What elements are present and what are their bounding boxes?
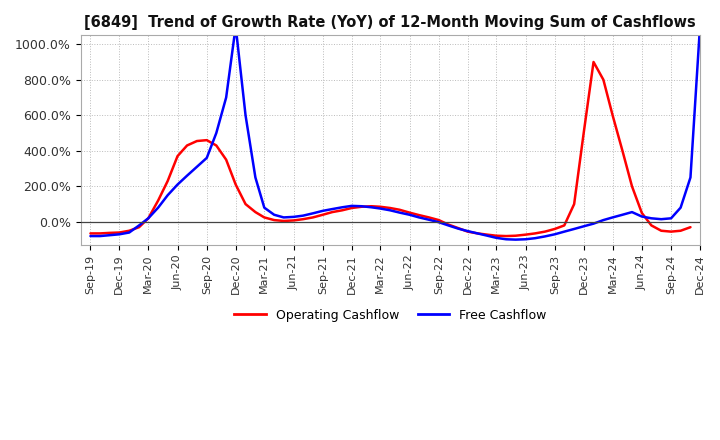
Title: [6849]  Trend of Growth Rate (YoY) of 12-Month Moving Sum of Cashflows: [6849] Trend of Growth Rate (YoY) of 12-… — [84, 15, 696, 30]
Legend: Operating Cashflow, Free Cashflow: Operating Cashflow, Free Cashflow — [229, 304, 552, 327]
